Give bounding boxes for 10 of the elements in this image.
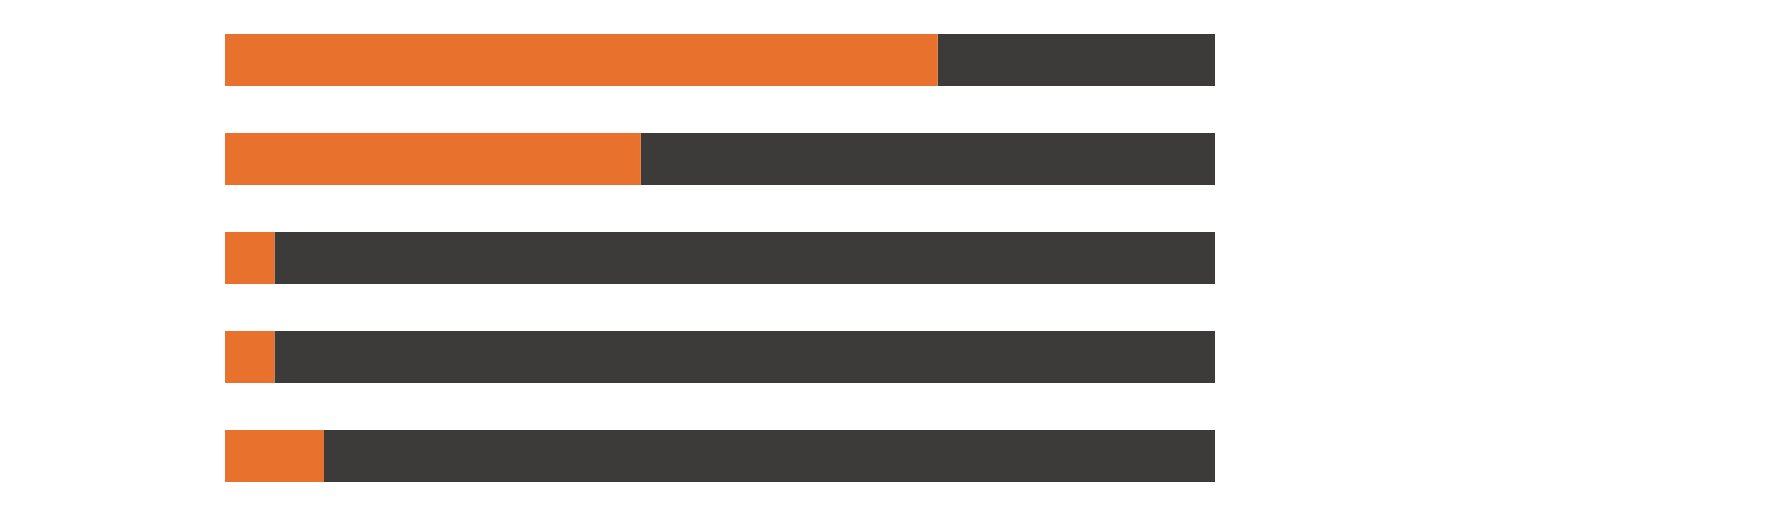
bar [274, 331, 1216, 383]
bar [225, 331, 275, 383]
bar [640, 133, 1216, 186]
bar [225, 133, 641, 186]
bar [324, 430, 1216, 482]
bar [225, 232, 275, 285]
bar [274, 232, 1216, 285]
bar [225, 34, 938, 87]
bar [225, 430, 324, 482]
bar [937, 34, 1216, 87]
